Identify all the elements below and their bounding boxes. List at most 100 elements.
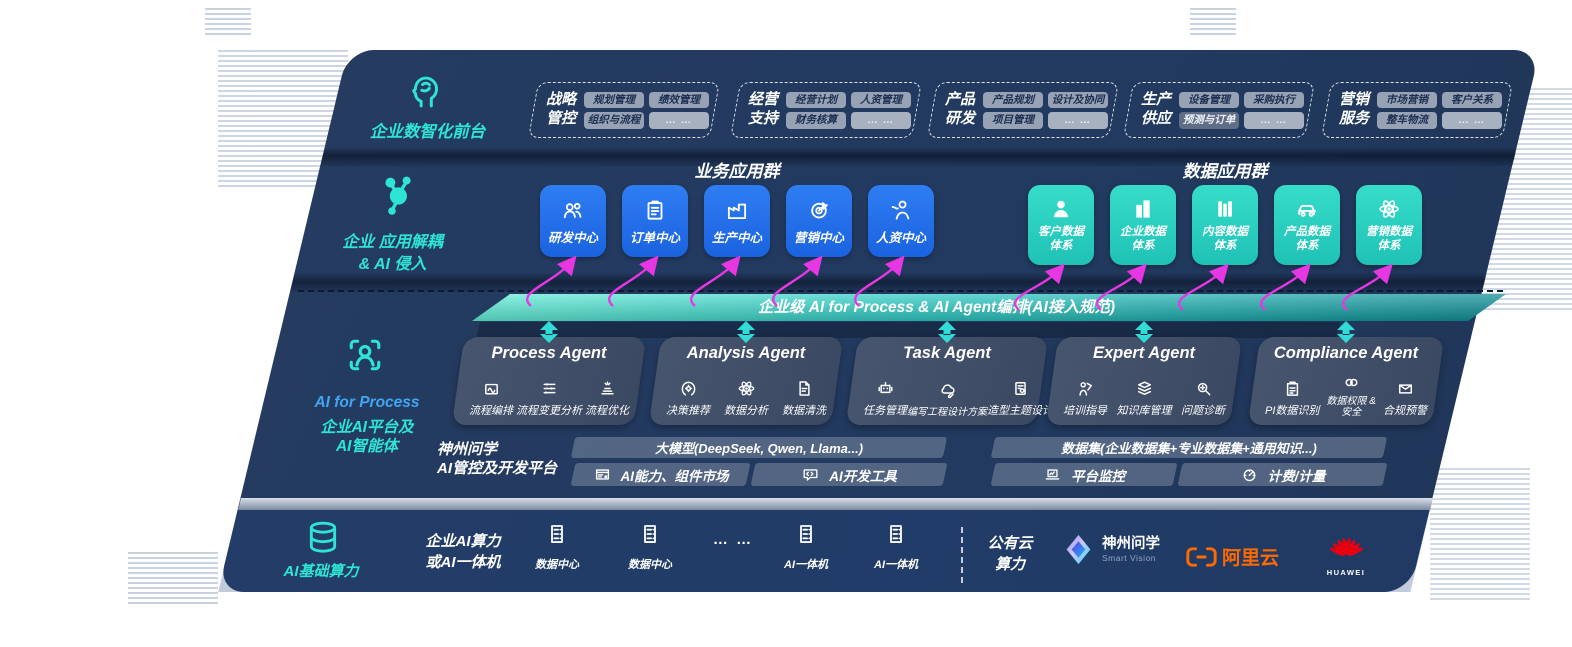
server-icon	[544, 525, 570, 551]
agent-box: Task Agent 任务管理 编写工程设计方案 造型主题设计	[845, 337, 1053, 425]
alicloud-logo	[1186, 546, 1217, 567]
agent-title: Expert Agent	[1092, 344, 1196, 362]
server-label: 数据中心	[535, 559, 579, 571]
box-label: 人资中心	[875, 230, 926, 245]
agent-capability: 流程编排	[469, 378, 513, 418]
server-label: 数据中心	[628, 559, 672, 571]
agent-box: Expert Agent 培训指导 知识库管理 问题诊断	[1045, 337, 1243, 425]
group-title: 生产 供应	[1141, 91, 1172, 127]
box-label: 产品数据 体系	[1284, 226, 1330, 252]
agent-capability-label: 问题诊断	[1181, 405, 1225, 417]
car-icon	[1294, 196, 1320, 222]
flow-change-icon	[539, 378, 560, 399]
module-chip: … …	[1048, 112, 1109, 129]
theme-design-icon	[1010, 378, 1031, 399]
module-chip: 设备管理	[1179, 91, 1240, 108]
front-office-group: 产品 研发 产品规划 设计及协同 项目管理… …	[927, 82, 1119, 138]
module-chip: 绩效管理	[649, 91, 710, 108]
factory-icon	[724, 197, 750, 223]
module-chip: 财务核算	[786, 112, 847, 129]
billing-metering-cell: 计费/计量	[1177, 463, 1388, 486]
mail-alert-icon	[1395, 378, 1416, 399]
permission-icon	[1341, 372, 1362, 393]
server-icon	[637, 525, 663, 551]
front-office-group: 经营 支持 经营计划 人资管理 财务核算… …	[730, 82, 922, 138]
dashed-separator-line	[298, 290, 1503, 292]
monitor-icon	[1043, 465, 1062, 484]
agent-capability: 造型主题设计	[987, 378, 1053, 418]
front-office-group: 战略 管控 规划管理 绩效管理 组织与流程… …	[528, 82, 720, 138]
module-chip: … …	[649, 112, 710, 129]
agent-capability-label: 知识库管理	[1116, 405, 1172, 417]
vendor-smartvision: 神州问学 Smart Vision	[1062, 533, 1160, 566]
decouple-layer-label-line2: & AI 侵入	[358, 256, 427, 273]
model-bar: 大模型(DeepSeek, Qwen, Llama...)	[570, 437, 948, 458]
module-chip: 人资管理	[851, 91, 912, 108]
robot-icon	[875, 378, 896, 399]
agent-title: Compliance Agent	[1273, 344, 1419, 362]
public-cloud-line2: 算力	[994, 556, 1025, 573]
agent-capability: 数据清洗	[782, 378, 826, 418]
agent-capability: PI数据识别	[1265, 378, 1319, 418]
data-system-box: 企业数据 体系	[1110, 185, 1176, 265]
module-chip: 规划管理	[584, 91, 645, 108]
dataset-bar: 数据集(企业数据集+专业数据集+通用知识...)	[990, 437, 1388, 458]
agent-capability: 编写工程设计方案	[907, 379, 987, 418]
billing-metering-label: 计费/计量	[1267, 468, 1326, 484]
module-chip: 整车物流	[1377, 112, 1438, 129]
agent-capability-label: 任务管理	[863, 405, 907, 417]
agent-capability-label: 造型主题设计	[987, 405, 1053, 417]
ai-devtools-cell: AI开发工具	[750, 463, 948, 486]
server-icon	[793, 525, 819, 551]
module-chip: 设计及协同	[1048, 91, 1109, 108]
data-system-box: 客户数据 体系	[1028, 185, 1094, 265]
server-item: AI一体机	[854, 521, 938, 572]
training-icon	[1075, 378, 1096, 399]
platform-name-line2: AI管控及开发平台	[437, 459, 558, 477]
agent-capability: 培训指导	[1063, 378, 1107, 418]
smartvision-subtitle: Smart Vision	[1102, 552, 1157, 563]
bottom-band-edge	[238, 498, 1434, 510]
agent-capability: 决策推荐	[666, 378, 710, 418]
clean-icon	[794, 378, 815, 399]
business-center-box: 生产中心	[704, 185, 770, 257]
group-title: 经营 支持	[748, 91, 779, 127]
smartvision-logo	[1066, 534, 1091, 565]
layer-separator	[320, 147, 1518, 166]
agent-capability-label: 流程编排	[469, 405, 513, 417]
ai-for-process-label: AI for Process	[314, 394, 420, 411]
person-flow-icon	[888, 197, 914, 223]
decouple-layer-label-line1: 企业 应用解耦	[342, 234, 443, 251]
module-chip: … …	[1442, 112, 1503, 129]
molecule-icon	[374, 172, 422, 220]
box-label: 营销数据 体系	[1366, 226, 1412, 252]
module-chip: 产品规划	[983, 91, 1044, 108]
platform-name: 神州问学 AI管控及开发平台	[437, 441, 557, 479]
agent-capability-label: 数据分析	[724, 405, 768, 417]
knowledge-icon	[1134, 378, 1155, 399]
huawei-logo	[1329, 538, 1363, 556]
devtools-icon	[801, 465, 820, 484]
team-icon	[560, 197, 586, 223]
brain-icon	[403, 70, 447, 112]
business-app-group-title: 业务应用群	[694, 162, 780, 181]
alicloud-name: 阿里云	[1222, 548, 1280, 569]
box-label: 营销中心	[793, 230, 844, 245]
module-chip: 组织与流程	[584, 112, 645, 129]
infra-layer-label: AI基础算力	[283, 563, 359, 580]
agent-capability: 任务管理	[863, 378, 907, 418]
diagnose-icon	[1193, 378, 1214, 399]
workflow-icon	[481, 378, 502, 399]
agent-capability-label: 流程变更分析	[516, 405, 582, 417]
group-title: 产品 研发	[945, 91, 976, 127]
group-title: 战略 管控	[546, 91, 577, 127]
smartvision-name: 神州问学	[1102, 536, 1160, 553]
data-system-box: 内容数据 体系	[1192, 185, 1258, 265]
agent-capability-label: 数据清洗	[782, 405, 826, 417]
platform-monitor-cell: 平台监控	[990, 463, 1178, 486]
group-title: 营销 服务	[1339, 91, 1370, 127]
module-chip: 客户关系	[1442, 91, 1503, 108]
more-servers-ellipsis: … …	[712, 531, 754, 548]
box-label: 订单中心	[629, 230, 680, 245]
box-label: 内容数据 体系	[1202, 226, 1248, 252]
